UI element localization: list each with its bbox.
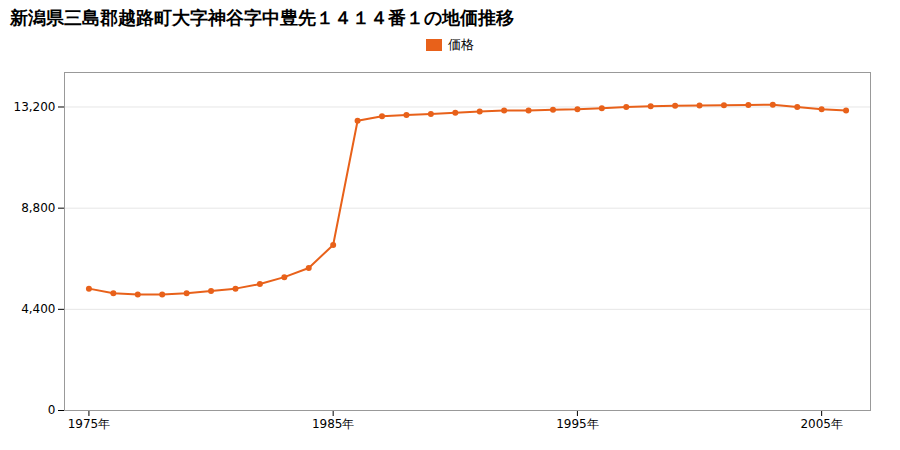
svg-text:8,800: 8,800 xyxy=(21,201,55,215)
svg-text:1995年: 1995年 xyxy=(556,417,599,431)
html-text:新潟県三島郡越路町大字神谷字中豊先１４１４番１の地価推移: 新潟県三島郡越路町大字神谷字中豊先１４１４番１の地価推移 xyxy=(10,7,514,28)
svg-text:1985年: 1985年 xyxy=(312,417,355,431)
svg-text:13,200: 13,200 xyxy=(14,100,56,114)
html-text:価格: 価格 xyxy=(448,37,474,52)
svg-text:2005年: 2005年 xyxy=(800,417,843,431)
svg-text:4,400: 4,400 xyxy=(21,302,55,316)
svg-text:1975年: 1975年 xyxy=(68,417,111,431)
svg-text:0: 0 xyxy=(48,403,56,417)
